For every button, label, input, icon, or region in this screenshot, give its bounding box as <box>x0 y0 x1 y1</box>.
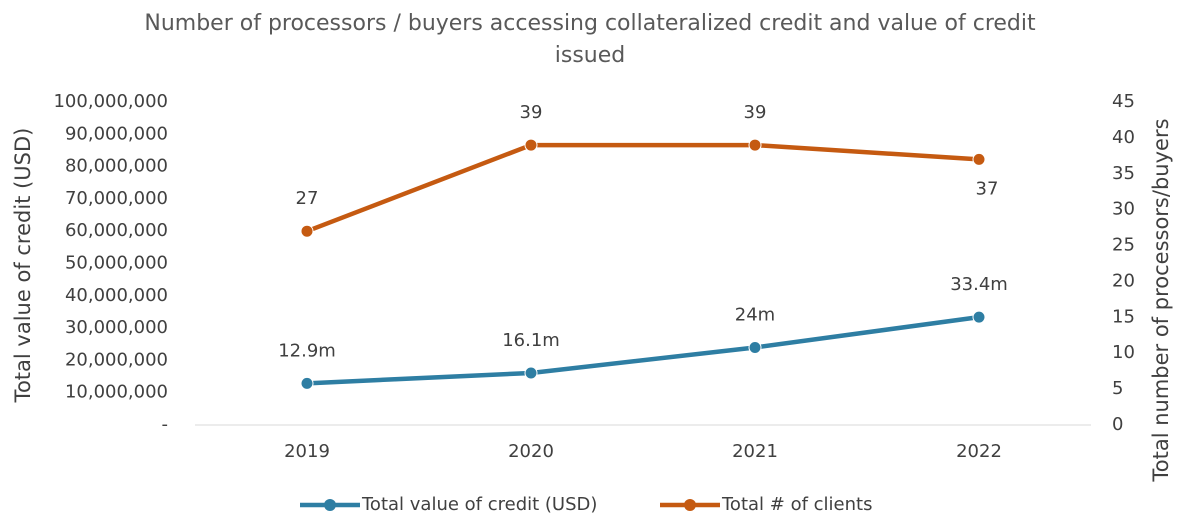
y-tick-label: 100,000,000 <box>53 91 168 112</box>
y2-tick-label: 45 <box>1112 91 1135 112</box>
data-label: 39 <box>520 102 543 123</box>
point <box>748 138 762 152</box>
y2-tick-label: 5 <box>1112 378 1123 399</box>
y-axis-title: Total value of credit (USD) <box>11 128 35 404</box>
data-label: 24m <box>735 304 775 325</box>
point <box>524 366 538 380</box>
legend-label: Total value of credit (USD) <box>361 494 597 515</box>
legend-marker <box>684 499 696 511</box>
y-tick-label: 10,000,000 <box>65 382 168 403</box>
x-tick-label: 2020 <box>508 441 554 462</box>
y-tick-label: 20,000,000 <box>65 349 168 370</box>
y2-tick-label: 0 <box>1112 414 1123 435</box>
data-label: 33.4m <box>950 274 1008 295</box>
data-label: 12.9m <box>278 340 336 361</box>
data-label: 16.1m <box>502 330 560 351</box>
chart-title: Number of processors / buyers accessing … <box>144 11 1036 68</box>
y-tick-label: 80,000,000 <box>65 156 168 177</box>
y-tick-label: 60,000,000 <box>65 220 168 241</box>
y2-axis-title: Total number of processors/buyers <box>1149 118 1173 482</box>
y-tick-label: 90,000,000 <box>65 123 168 144</box>
data-label: 27 <box>296 188 319 209</box>
data-label: 39 <box>744 102 767 123</box>
x-tick-label: 2019 <box>284 441 330 462</box>
y2-tick-label: 25 <box>1112 235 1135 256</box>
point <box>300 376 314 390</box>
y-tick-label: 50,000,000 <box>65 253 168 274</box>
y2-tick-label: 15 <box>1112 306 1135 327</box>
legend-label: Total # of clients <box>721 494 872 515</box>
x-tick-label: 2022 <box>956 441 1002 462</box>
point <box>524 138 538 152</box>
data-label: 37 <box>976 178 999 199</box>
point <box>972 152 986 166</box>
legend-marker <box>324 499 336 511</box>
x-tick-label: 2021 <box>732 441 778 462</box>
y2-tick-label: 40 <box>1112 127 1135 148</box>
y2-tick-label: 10 <box>1112 342 1135 363</box>
y-tick-label: - <box>162 414 169 435</box>
point <box>972 310 986 324</box>
y-tick-label: 70,000,000 <box>65 188 168 209</box>
series-line <box>306 314 980 386</box>
series-line <box>306 142 980 234</box>
y2-tick-label: 30 <box>1112 199 1135 220</box>
y2-tick-label: 35 <box>1112 163 1135 184</box>
point <box>748 340 762 354</box>
point <box>300 224 314 238</box>
y2-tick-label: 20 <box>1112 270 1135 291</box>
y-tick-label: 30,000,000 <box>65 317 168 338</box>
y-tick-label: 40,000,000 <box>65 285 168 306</box>
